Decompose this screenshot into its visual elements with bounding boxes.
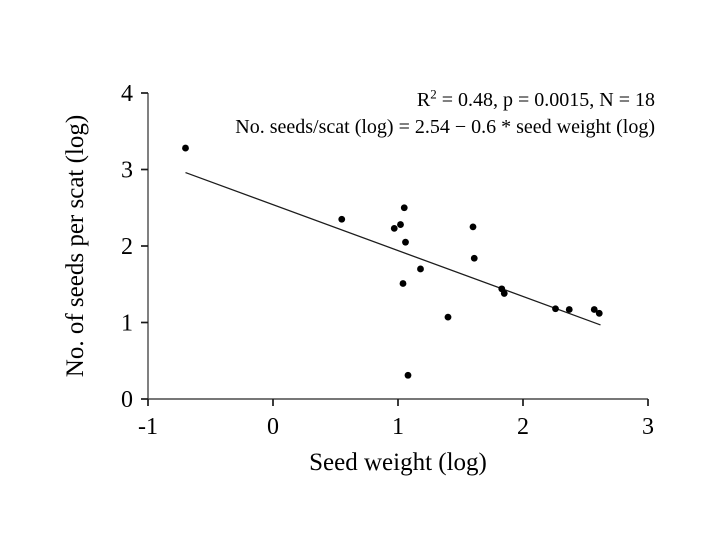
data-point <box>390 225 398 232</box>
data-point <box>399 280 407 287</box>
data-point <box>400 204 408 212</box>
data-point <box>402 238 409 246</box>
stats-values-text: = 0.48, p = 0.0015, N = 18 <box>436 89 655 111</box>
data-point <box>595 309 603 317</box>
y-tick-label: 2 <box>121 234 133 260</box>
data-point <box>404 371 412 379</box>
x-tick-label: 2 <box>517 414 529 440</box>
regression-equation-text: No. seeds/scat (log) = 2.54 − 0.6 * seed… <box>235 116 655 138</box>
r-squared-symbol: R <box>416 89 431 111</box>
r-squared-exponent: 2 <box>430 86 437 102</box>
y-tick-label: 1 <box>121 311 133 337</box>
data-point <box>500 290 508 297</box>
data-point <box>338 215 346 223</box>
y-axis-label: No. of seeds per scat (log) <box>62 114 89 378</box>
y-tick-label: 4 <box>121 81 133 107</box>
data-point <box>565 306 573 313</box>
y-tick-label: 3 <box>121 158 133 184</box>
x-tick-label: 1 <box>392 414 404 440</box>
x-tick-label: -1 <box>138 414 158 440</box>
stats-annotation: R2 = 0.48, p = 0.0015, N = 18 No. seeds/… <box>235 87 655 141</box>
data-point <box>470 254 478 262</box>
stats-line: R2 = 0.48, p = 0.0015, N = 18 <box>235 87 655 114</box>
data-point <box>552 305 559 313</box>
data-point <box>590 306 598 313</box>
data-point <box>444 313 452 321</box>
x-axis-label: Seed weight (log) <box>309 449 487 476</box>
x-tick-label: 3 <box>642 414 654 440</box>
y-tick-label: 0 <box>121 387 133 413</box>
data-point <box>417 265 424 273</box>
data-point <box>469 223 477 231</box>
data-point <box>182 144 189 152</box>
regression-line <box>185 171 601 326</box>
x-tick-label: 0 <box>267 414 279 440</box>
data-point <box>397 221 404 228</box>
